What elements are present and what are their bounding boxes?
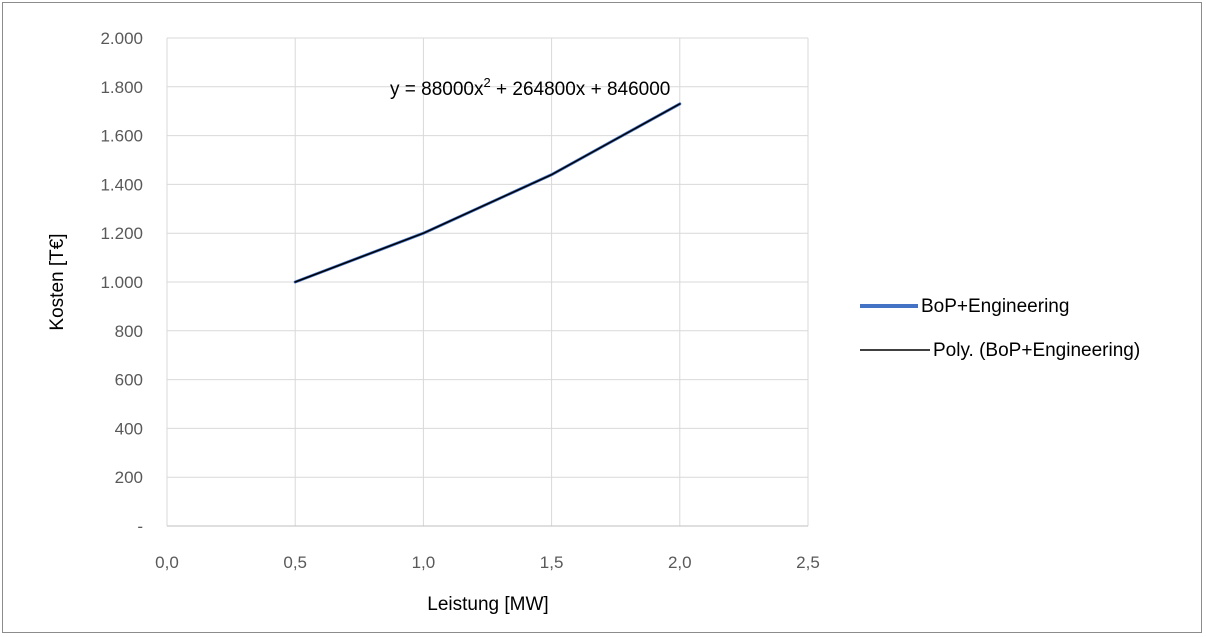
x-axis-title: Leistung [MW] (427, 594, 548, 615)
series-layer (293, 102, 682, 284)
y-tick-label: 1.400 (100, 175, 143, 194)
grid (166, 37, 809, 527)
x-tick-label: 1,0 (412, 553, 436, 572)
legend-label-poly-bop-engineering: Poly. (BoP+Engineering) (933, 340, 1140, 361)
equation-exponent: 2 (484, 75, 491, 90)
y-tick-label: 2.000 (100, 29, 143, 48)
equation-base: y = 88000x (390, 79, 484, 100)
x-tick-label: 0,5 (283, 553, 307, 572)
x-tick-label: 2,0 (668, 553, 692, 572)
trendline-poly-bop-engineering (294, 103, 681, 283)
y-axis-ticks: - 200 400 600 800 1.000 1.200 1.400 1.600 1.800 2.… (100, 29, 143, 536)
equation-rest: + 264800x + 846000 (491, 79, 671, 100)
x-axis-ticks: 0,0 0,5 1,0 1,5 2,0 2,5 (155, 553, 820, 572)
y-tick-label: 1.800 (100, 78, 143, 97)
y-tick-label: 400 (115, 419, 143, 438)
trendline-equation: y = 88000x2 + 264800x + 846000 (390, 75, 670, 100)
x-tick-label: 2,5 (796, 553, 820, 572)
y-tick-label: - (137, 517, 143, 536)
y-tick-label: 200 (115, 468, 143, 487)
y-tick-label: 600 (115, 371, 143, 390)
legend: BoP+Engineering Poly. (BoP+Engineering) (860, 296, 1140, 361)
series-line-bop-engineering (293, 102, 682, 284)
x-tick-label: 1,5 (540, 553, 564, 572)
x-tick-label: 0,0 (155, 553, 179, 572)
y-tick-label: 800 (115, 322, 143, 341)
y-axis-title: Kosten [T€] (47, 233, 68, 330)
y-tick-label: 1.600 (100, 127, 143, 146)
y-tick-label: 1.200 (100, 224, 143, 243)
y-tick-label: 1.000 (100, 273, 143, 292)
legend-label-bop-engineering: BoP+Engineering (921, 296, 1069, 317)
